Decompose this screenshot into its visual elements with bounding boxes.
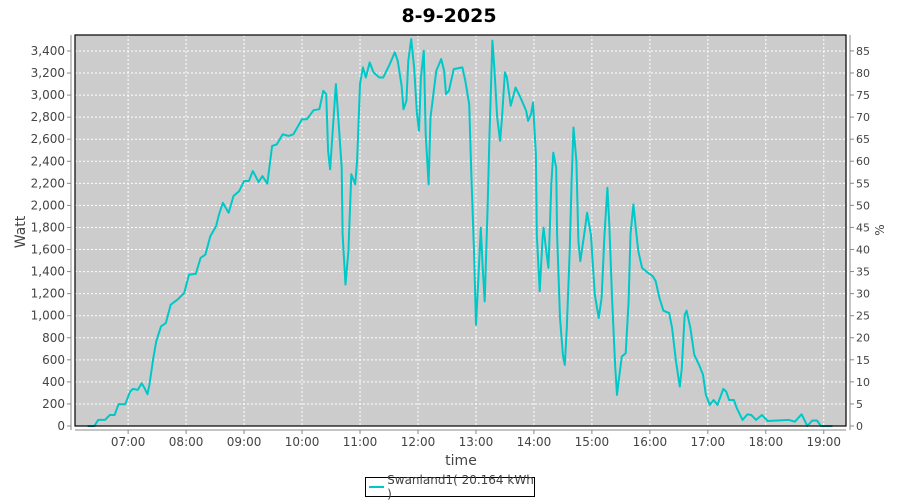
- y-tick-label: 1,200: [31, 287, 65, 301]
- y-tick-label: 3,000: [31, 88, 65, 102]
- x-tick-label: 15:00: [575, 435, 610, 449]
- x-tick-label: 13:00: [459, 435, 494, 449]
- y-tick-label: 200: [42, 397, 65, 411]
- y2-axis-ticks: 0 5 10 15 20 25 30 35 40 45 50 55 60 65 70 75 80 85: [850, 45, 870, 433]
- y-tick-label: 600: [42, 353, 65, 367]
- y-tick-label: 400: [42, 375, 65, 389]
- y-axis-label: Watt: [13, 215, 29, 248]
- plot-area: [75, 35, 846, 426]
- y2-tick-label: 35: [856, 266, 870, 279]
- plot-border: [74, 34, 847, 427]
- y-tick-label: 3,200: [31, 66, 65, 80]
- y-tick-label: 2,000: [31, 198, 65, 212]
- x-tick-label: 09:00: [227, 435, 262, 449]
- series-line: [87, 38, 833, 427]
- y-tick-label: 0: [57, 419, 65, 433]
- x-axis-label: time: [445, 453, 477, 469]
- x-tick-label: 17:00: [691, 435, 726, 449]
- y-tick-label: 2,800: [31, 110, 65, 124]
- y2-tick-label: 25: [856, 310, 870, 323]
- y2-tick-label: 50: [856, 199, 870, 212]
- y2-tick-label: 60: [856, 155, 870, 168]
- y2-tick-label: 0: [856, 420, 863, 433]
- legend: Swanland1( 20.164 kWh ): [365, 473, 535, 501]
- series-lines: [87, 38, 833, 427]
- y-tick-label: 2,600: [31, 132, 65, 146]
- y2-tick-label: 15: [856, 354, 870, 367]
- x-axis-ticks: 07:00 08:00 09:00 10:00 11:00 12:00 13:00 14:00…: [111, 430, 841, 449]
- y2-tick-label: 20: [856, 332, 870, 345]
- x-tick-label: 12:00: [401, 435, 436, 449]
- x-tick-label: 14:00: [517, 435, 552, 449]
- y2-tick-label: 70: [856, 111, 870, 124]
- y-tick-label: 1,600: [31, 243, 65, 257]
- y-axis-ticks: 0 200 400 600 800 1,000 1,200 1,400 1,600 1,800 2,…: [31, 44, 71, 433]
- x-tick-label: 07:00: [111, 435, 146, 449]
- grid: [75, 35, 846, 426]
- legend-label: Swanland1( 20.164 kWh ): [387, 473, 534, 501]
- y2-tick-label: 30: [856, 288, 870, 301]
- y2-tick-label: 40: [856, 243, 870, 256]
- y-tick-label: 1,400: [31, 265, 65, 279]
- x-tick-label: 19:00: [806, 435, 841, 449]
- y2-tick-label: 75: [856, 89, 870, 102]
- x-tick-label: 11:00: [343, 435, 378, 449]
- y2-tick-label: 65: [856, 133, 870, 146]
- x-tick-label: 18:00: [749, 435, 784, 449]
- y-tick-label: 1,000: [31, 309, 65, 323]
- x-tick-label: 08:00: [169, 435, 204, 449]
- y2-tick-label: 55: [856, 177, 870, 190]
- y2-tick-label: 45: [856, 221, 870, 234]
- legend-swatch: [369, 486, 385, 488]
- x-tick-label: 10:00: [285, 435, 320, 449]
- y2-tick-label: 85: [856, 45, 870, 58]
- y-tick-label: 2,400: [31, 154, 65, 168]
- y2-tick-label: 10: [856, 376, 870, 389]
- x-tick-label: 16:00: [633, 435, 668, 449]
- y2-tick-label: 80: [856, 67, 870, 80]
- y-tick-label: 3,400: [31, 44, 65, 58]
- y2-tick-label: 5: [856, 398, 863, 411]
- y-tick-label: 2,200: [31, 176, 65, 190]
- y-tick-label: 800: [42, 331, 65, 345]
- y-tick-label: 1,800: [31, 220, 65, 234]
- y2-axis-label: %: [873, 224, 887, 235]
- chart-title: 8-9-2025: [401, 5, 496, 27]
